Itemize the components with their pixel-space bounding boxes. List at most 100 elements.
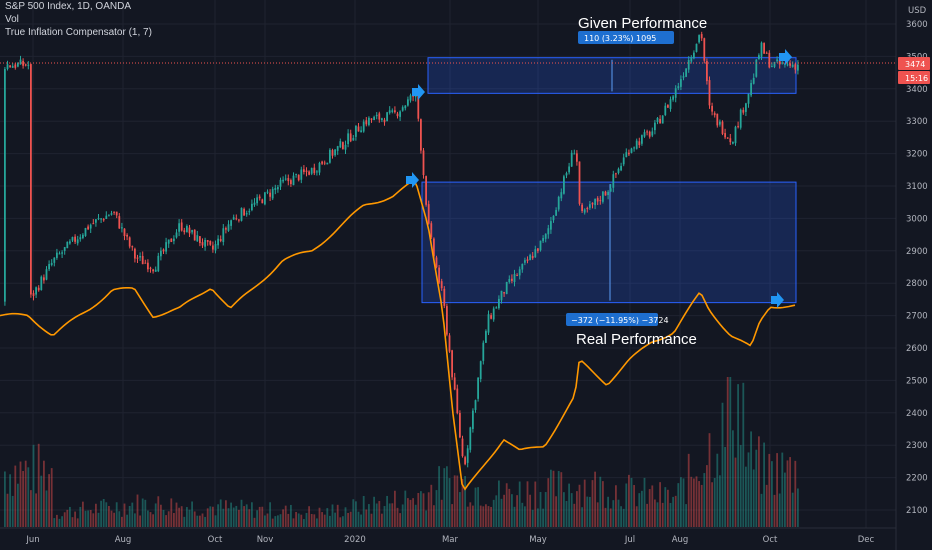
candle xyxy=(503,292,505,294)
range-box[interactable] xyxy=(421,181,797,304)
volume-bar xyxy=(97,512,100,527)
candle xyxy=(719,121,721,125)
candle xyxy=(581,204,583,212)
candle xyxy=(464,457,466,465)
volume-bar xyxy=(669,502,672,527)
volume-bar xyxy=(209,506,212,527)
candle xyxy=(573,153,576,155)
volume-bar xyxy=(529,494,531,527)
volume-bar xyxy=(726,377,729,527)
volume-bar xyxy=(69,506,71,527)
candle xyxy=(680,79,682,87)
price-axis[interactable]: USD 360035003400330032003100300029002800… xyxy=(898,6,930,516)
candle xyxy=(388,110,391,113)
volume-bar xyxy=(295,511,297,527)
volume-bar xyxy=(199,515,201,527)
candle xyxy=(750,83,752,96)
volume-bar xyxy=(789,457,791,527)
x-tick-label: May xyxy=(529,535,547,545)
volume-bar xyxy=(654,499,656,527)
candle xyxy=(643,132,646,137)
candle xyxy=(173,238,175,242)
volume-bar xyxy=(625,483,628,527)
compensator-line xyxy=(0,178,796,491)
candle xyxy=(370,118,373,120)
volume-bar xyxy=(763,442,765,527)
candle xyxy=(248,211,251,213)
candle xyxy=(651,131,654,136)
candle xyxy=(82,234,84,239)
volume-bar xyxy=(677,483,680,527)
candle xyxy=(485,331,487,343)
candle xyxy=(76,239,79,244)
candle xyxy=(534,249,537,258)
candle xyxy=(139,255,141,258)
volume-bar xyxy=(456,475,459,527)
candle xyxy=(303,169,305,172)
candle xyxy=(570,152,573,167)
volume-bar xyxy=(102,498,105,527)
candle xyxy=(71,237,74,241)
candle xyxy=(539,240,542,251)
volume-bar xyxy=(201,513,204,527)
x-tick-label: 2020 xyxy=(344,535,366,545)
volume-bar xyxy=(113,512,115,527)
candle xyxy=(695,43,698,52)
candle xyxy=(61,252,63,254)
arrow-marker-icon xyxy=(406,172,419,188)
candle xyxy=(352,138,355,141)
time-axis[interactable]: Jun Aug Oct Nov 2020 Mar May Jul Aug Oct Dec xyxy=(25,535,874,545)
candle xyxy=(674,88,677,98)
candle xyxy=(167,239,170,244)
volume-bar xyxy=(152,514,154,527)
candle xyxy=(375,114,378,117)
volume-bar xyxy=(438,466,440,527)
candle xyxy=(24,64,27,66)
candle xyxy=(407,99,409,106)
volume-bar xyxy=(331,504,334,527)
volume-bar xyxy=(672,496,674,527)
candle xyxy=(157,255,160,272)
candle xyxy=(602,191,604,202)
candle xyxy=(277,187,279,190)
volume-bar xyxy=(19,461,22,527)
candle xyxy=(284,178,287,180)
volume-bar xyxy=(531,509,534,527)
y-tick-label: 2900 xyxy=(906,247,928,257)
volume-bar xyxy=(165,515,167,527)
volume-bar xyxy=(776,453,778,527)
candle xyxy=(347,133,349,145)
volume-bar xyxy=(292,518,295,527)
symbol-title[interactable]: S&P 500 Index, 1D, OANDA xyxy=(5,1,131,12)
volume-bar xyxy=(537,508,539,527)
candle xyxy=(188,227,191,234)
volume-bar xyxy=(225,500,227,527)
volume-bar xyxy=(451,504,453,527)
volume-bar xyxy=(4,471,6,527)
volume-bar xyxy=(417,492,420,527)
volume-bar xyxy=(734,457,737,527)
candle xyxy=(537,248,539,252)
candle xyxy=(386,112,388,122)
volume-bar xyxy=(149,512,152,527)
candle xyxy=(708,80,711,106)
candle xyxy=(586,208,589,210)
volume-bar xyxy=(656,502,659,527)
indicator-vol[interactable]: Vol xyxy=(5,14,19,25)
indicator-compensator[interactable]: True Inflation Compensator (1, 7) xyxy=(5,27,152,38)
candle xyxy=(310,168,313,174)
volume-bar xyxy=(391,503,394,527)
candle xyxy=(456,388,459,414)
real-performance-label: Real Performance xyxy=(576,331,697,348)
volume-bar xyxy=(313,514,316,527)
candle xyxy=(74,236,76,242)
candle xyxy=(204,239,206,247)
volume-bar xyxy=(513,506,516,527)
candle xyxy=(87,226,89,230)
volume-bar xyxy=(399,513,401,527)
volume-bar xyxy=(498,480,500,527)
volume-bar xyxy=(750,431,752,527)
volume-bar xyxy=(521,502,524,527)
candle xyxy=(490,315,492,319)
